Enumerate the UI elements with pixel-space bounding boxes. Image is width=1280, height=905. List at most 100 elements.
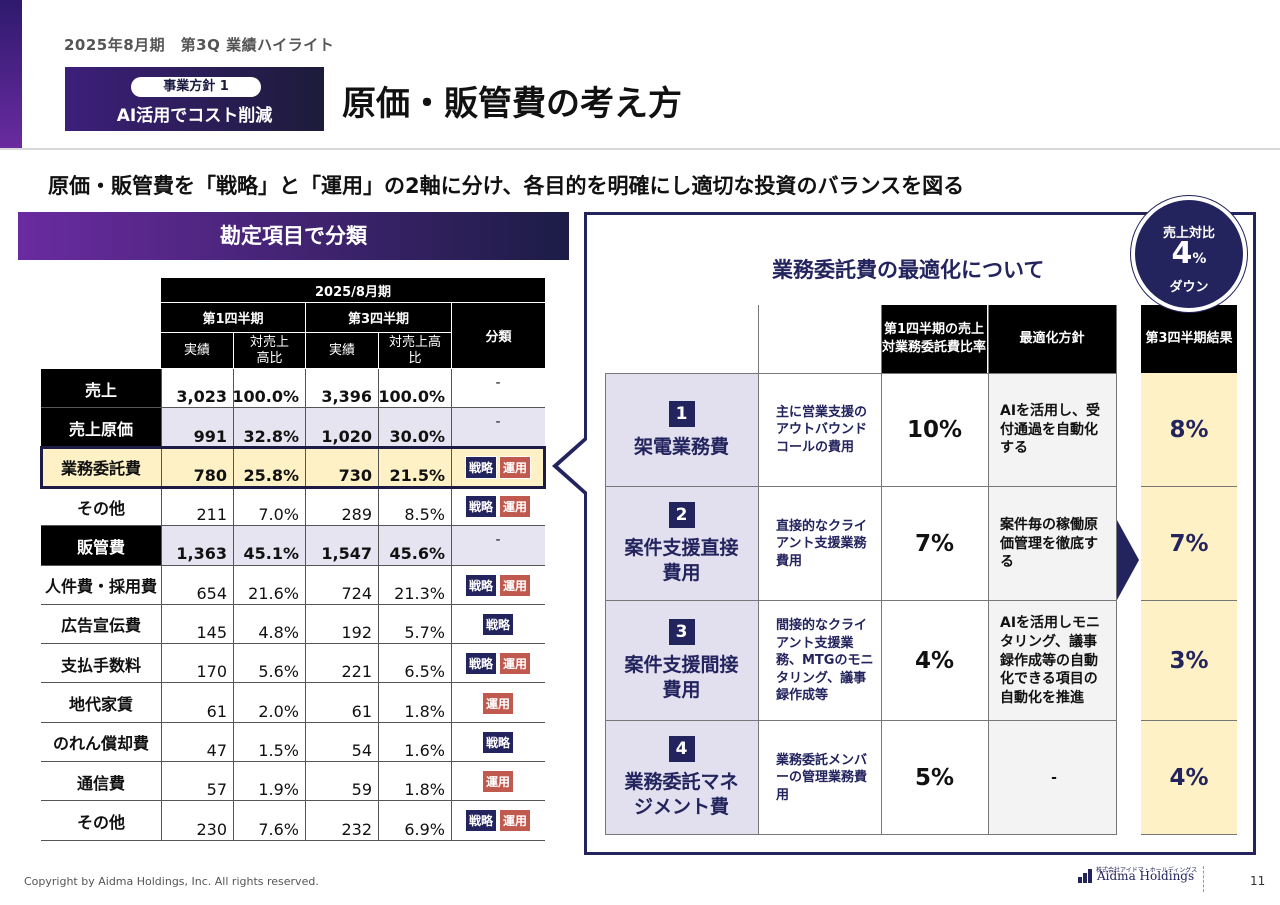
operation-tag: 運用 (481, 770, 514, 794)
item-result: 3% (1141, 601, 1237, 721)
class-cell: 戦略 運用 (451, 487, 545, 526)
q3-ratio: 30.0% (389, 426, 445, 446)
page-number: 11 (1250, 874, 1266, 888)
ratio-subheader: 対売上高比 (378, 332, 451, 368)
company-logo: 株式会社アイドマ・ホールディングス Aidma Holdings (1078, 867, 1197, 883)
item-name-cell: 1 架電業務費 (605, 373, 758, 487)
q3-ratio: 100.0% (378, 387, 445, 407)
copyright: Copyright by Aidma Holdings, Inc. All ri… (24, 875, 319, 888)
q1-ratio: 1.9% (258, 780, 299, 800)
row-divider (41, 682, 545, 684)
column-divider (233, 369, 234, 841)
q1-ratio: 4.8% (258, 623, 299, 643)
row-highlight (41, 447, 545, 487)
highlight-frame (40, 445, 546, 489)
item-ratio: 5% (914, 765, 955, 791)
result-divider (1141, 720, 1237, 721)
strategy-tag: 戦略 (464, 809, 497, 833)
operation-tag: 運用 (499, 495, 532, 519)
row-divider (41, 525, 545, 527)
class-header: 分類 (451, 302, 545, 368)
item-ratio: 10% (906, 417, 963, 443)
item-ratio: 4% (914, 648, 955, 674)
operation-tag: 運用 (499, 455, 532, 479)
item-name: 案件支援間接費用 (624, 654, 739, 701)
q1-actual: 170 (196, 662, 227, 682)
row-shade (161, 526, 545, 566)
ratio-header: 第1四半期の売上対業務委託費比率 (881, 305, 987, 373)
row-divider (41, 839, 545, 841)
item-policy: - (988, 721, 1116, 835)
strategy-tag: 戦略 (464, 652, 497, 676)
row-label: のれん償却費 (52, 734, 149, 754)
item-name-cell: 2 案件支援直接費用 (605, 487, 758, 601)
class-cell: - (451, 408, 545, 447)
strategy-tag: 戦略 (464, 495, 497, 519)
q3-actual: 192 (341, 623, 372, 643)
q1-actual: 61 (206, 701, 227, 721)
callout-pointer-inner (558, 440, 587, 492)
badge-value: 4% (1135, 236, 1243, 271)
q3-actual: 1,020 (321, 426, 372, 446)
q1-ratio: 7.6% (258, 819, 299, 839)
q3-actual: 232 (341, 819, 372, 839)
q1-actual: 780 (193, 465, 227, 485)
item-name: 業務委託マネジメント費 (624, 771, 739, 818)
class-cell: 戦略 運用 (451, 644, 545, 683)
result-header: 第3四半期結果 (1141, 305, 1237, 373)
column-divider (758, 305, 759, 835)
q1-actual: 57 (206, 780, 227, 800)
q3-ratio: 8.5% (404, 505, 445, 525)
item-policy: AIを活用しモニタリング、議事録作成等の自動化できる項目の自動化を推進 (988, 601, 1116, 721)
q3-actual: 61 (351, 701, 372, 721)
ratio-subheader: 対売上高比 (233, 332, 305, 368)
column-divider (988, 305, 989, 835)
q1-actual: 654 (196, 583, 227, 603)
item-description: 主に営業支援のアウトバウンドコールの費用 (776, 404, 868, 455)
column-divider (605, 373, 606, 835)
q3-actual: 289 (341, 505, 372, 525)
row-divider (41, 603, 545, 605)
q1-ratio: 100.0% (232, 387, 299, 407)
class-cell: 運用 (451, 683, 545, 722)
strategy-tag: 戦略 (464, 455, 497, 479)
q3-ratio: 1.8% (404, 701, 445, 721)
column-divider (305, 369, 306, 841)
page-title: 原価・販管費の考え方 (342, 84, 682, 124)
q3-actual: 730 (338, 465, 372, 485)
q3-actual: 724 (341, 583, 372, 603)
item-number: 4 (668, 736, 695, 763)
column-divider (1116, 305, 1117, 835)
strategy-tag: 戦略 (464, 573, 497, 597)
policy-title: AI活用でコスト削減 (116, 106, 273, 126)
badge-caption: ダウン (1169, 280, 1209, 295)
q3-ratio: 5.7% (404, 623, 445, 643)
item-ratio: 7% (914, 531, 955, 557)
breadcrumb: 2025年8月期 第3Q 業績ハイライト (64, 36, 335, 54)
q3-ratio: 1.8% (404, 780, 445, 800)
row-divider (41, 643, 545, 645)
q1-ratio: 7.0% (258, 505, 299, 525)
item-result: 8% (1141, 373, 1237, 487)
item-name: 案件支援直接費用 (624, 537, 739, 584)
q1-ratio: 25.8% (243, 465, 299, 485)
right-panel-title: 業務委託費の最適化について (772, 258, 1045, 282)
q1-actual: 47 (206, 740, 227, 760)
q1-actual: 230 (196, 819, 227, 839)
row-label: 広告宣伝費 (60, 616, 141, 636)
row-label: 人件費・採用費 (44, 577, 157, 597)
row-divider (605, 486, 1116, 487)
result-divider (1141, 600, 1237, 601)
operation-tag: 運用 (499, 573, 532, 597)
item-name-cell: 3 案件支援間接費用 (605, 601, 758, 721)
q3-actual: 3,396 (321, 387, 372, 407)
column-divider (881, 305, 882, 835)
item-number: 1 (668, 400, 695, 427)
q1-ratio: 45.1% (243, 544, 299, 564)
q1-ratio: 32.8% (243, 426, 299, 446)
row-label: 販管費 (41, 526, 161, 566)
logo-text: Aidma Holdings (1097, 869, 1195, 883)
strategy-tag: 戦略 (481, 730, 514, 754)
q1-actual: 3,023 (176, 387, 227, 407)
class-cell: 戦略 運用 (451, 801, 545, 840)
